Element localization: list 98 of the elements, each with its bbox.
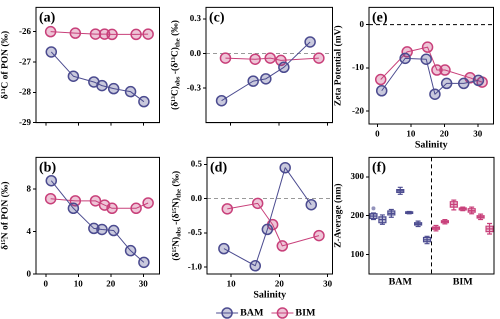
- y-tick-label: 8: [26, 184, 32, 194]
- point: [249, 53, 261, 65]
- point: [472, 74, 484, 86]
- point: [304, 36, 316, 48]
- y-tick-label: 0.0: [190, 48, 202, 58]
- x-tick-label: 0: [375, 128, 380, 139]
- x-tick-label: 20: [106, 278, 116, 289]
- point: [106, 28, 118, 40]
- point: [124, 86, 136, 98]
- y-tick-label: -10: [352, 62, 364, 72]
- point: [44, 192, 56, 204]
- x-tick-label: 30: [473, 128, 483, 139]
- point: [70, 27, 82, 39]
- point: [90, 28, 102, 40]
- point: [250, 260, 262, 272]
- point: [439, 64, 451, 76]
- chart-title: (c): [209, 10, 225, 26]
- point: [262, 224, 274, 236]
- point: [252, 198, 264, 210]
- y-tick-label: 0: [26, 268, 32, 278]
- y-axis-title: δ¹⁵N of PON (‰): [0, 181, 10, 250]
- x-axis-title: Salinity: [253, 290, 286, 301]
- x-tick-label: 10: [74, 278, 84, 289]
- point: [306, 198, 318, 210]
- point: [46, 46, 58, 58]
- point: [96, 80, 108, 92]
- point: [108, 224, 120, 236]
- y-tick-label: -20: [352, 105, 364, 116]
- chart-title: (e): [372, 10, 388, 26]
- x-tick-label: 30: [323, 278, 333, 289]
- y-tick-label: 100: [350, 248, 364, 259]
- y-tick-label: 0: [360, 19, 364, 29]
- point: [313, 230, 325, 242]
- point: [399, 52, 411, 64]
- legend-label: BIM: [295, 308, 316, 319]
- point: [96, 224, 108, 236]
- point: [142, 197, 154, 209]
- point: [374, 74, 386, 86]
- point: [90, 195, 102, 207]
- x-tick-label: 20: [274, 278, 284, 289]
- y-tick-label: 0.3: [190, 13, 202, 24]
- point: [264, 52, 276, 64]
- point: [278, 62, 290, 74]
- x-tick-label: BAM: [388, 276, 412, 288]
- y-axis-title: Zeta Potential (mV): [333, 25, 344, 106]
- x-tick-label: 10: [406, 128, 416, 139]
- point: [68, 70, 80, 82]
- point: [68, 202, 80, 214]
- point: [458, 78, 470, 90]
- chart-title: (a): [39, 10, 56, 26]
- y-tick-label: 300: [350, 171, 364, 182]
- point: [218, 242, 230, 254]
- point: [138, 256, 150, 268]
- chart-title: (b): [39, 160, 56, 176]
- point: [106, 202, 118, 214]
- point: [422, 41, 434, 53]
- point: [313, 52, 325, 64]
- legend-label: BAM: [240, 308, 264, 319]
- point: [222, 203, 234, 215]
- point: [130, 28, 142, 40]
- y-axis-title: Z-Average (nm): [333, 183, 344, 248]
- x-tick-label: 0: [44, 278, 48, 289]
- point: [44, 26, 56, 38]
- point: [142, 28, 154, 40]
- x-tick-label: 20: [440, 128, 450, 139]
- chart-title: (d): [210, 160, 228, 176]
- point: [216, 94, 228, 106]
- y-tick-label: 0.5: [190, 158, 202, 169]
- point: [276, 240, 288, 252]
- y-tick-label: -26: [19, 26, 32, 36]
- point: [108, 82, 120, 94]
- y-axis-title: δ¹³C of PON (‰): [0, 30, 10, 100]
- point: [138, 96, 150, 108]
- y-tick-label: -0.3: [186, 82, 202, 92]
- y-tick-label: 200: [350, 210, 364, 220]
- x-tick-label: BIM: [452, 276, 474, 288]
- point: [247, 75, 259, 87]
- y-tick-label: -1.0: [188, 261, 202, 272]
- y-tick-label: -0.5: [188, 227, 202, 238]
- y-tick-label: -28: [19, 86, 32, 97]
- point: [429, 88, 441, 100]
- y-tick-label: 4: [26, 226, 32, 236]
- x-axis-title: Salinity: [414, 140, 448, 151]
- point: [376, 85, 388, 96]
- point: [220, 52, 232, 64]
- point: [440, 78, 452, 90]
- point: [46, 174, 58, 186]
- point: [260, 73, 272, 85]
- point: [279, 162, 291, 174]
- point: [130, 202, 142, 214]
- x-tick-label: 10: [226, 278, 236, 289]
- x-tick-label: 30: [138, 278, 148, 289]
- y-tick-label: -29: [19, 116, 32, 127]
- point: [420, 53, 432, 65]
- y-tick-label: -27: [19, 56, 32, 66]
- chart-title: (f): [372, 160, 386, 176]
- y-tick-label: 0.0: [190, 192, 202, 203]
- point: [124, 244, 136, 256]
